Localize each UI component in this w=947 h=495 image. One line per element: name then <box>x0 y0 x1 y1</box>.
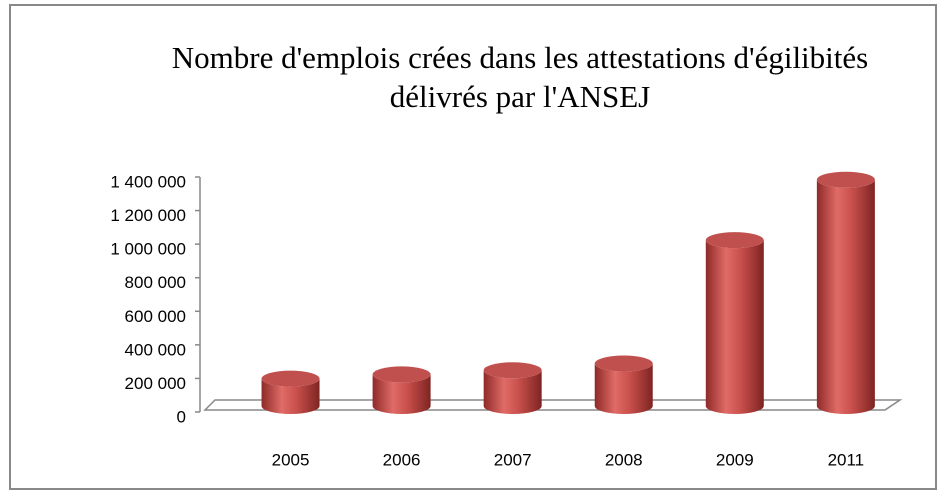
frame <box>9 4 937 490</box>
bar-top <box>594 355 653 372</box>
bar <box>261 378 320 414</box>
bar <box>816 179 875 414</box>
x-tick-label: 2007 <box>494 450 532 469</box>
bar-top <box>261 370 320 387</box>
y-tick-label: 1 400 000 <box>110 172 186 191</box>
x-tick-label: 2008 <box>605 450 643 469</box>
y-tick-label: 1 000 000 <box>110 240 186 259</box>
x-tick-label: 2009 <box>716 450 754 469</box>
x-tick-label: 2006 <box>383 450 421 469</box>
x-tick-label: 2011 <box>828 450 865 469</box>
bar <box>705 240 764 414</box>
bar-top <box>816 171 875 188</box>
y-tick-label: 0 <box>177 407 186 426</box>
bar-top <box>372 366 431 383</box>
bar <box>594 363 653 414</box>
bar-top <box>483 362 542 379</box>
y-tick-label: 1 200 000 <box>110 206 186 225</box>
bar-top <box>705 232 764 249</box>
chart-title: Nombre d'emplois crées dans les attestat… <box>171 40 869 114</box>
x-tick-label: 2005 <box>272 450 310 469</box>
y-tick-label: 800 000 <box>125 273 186 292</box>
bar <box>483 370 542 414</box>
y-tick-label: 400 000 <box>125 340 186 359</box>
bar <box>372 374 431 414</box>
y-tick-label: 600 000 <box>125 307 186 326</box>
y-tick-label: 200 000 <box>125 374 186 393</box>
